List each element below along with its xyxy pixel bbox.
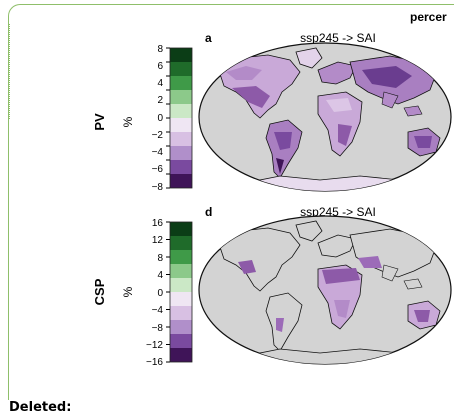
unit-label-pv: %	[121, 116, 135, 127]
comment-connector-line	[0, 24, 10, 119]
panel-pv: a ssp245 -> SAI	[92, 31, 452, 193]
panel-letter-d: d	[205, 205, 212, 219]
header-text: percer	[410, 10, 447, 24]
tick-label: 12	[152, 235, 164, 246]
unit-label-csp: %	[121, 286, 135, 297]
tick-label: 4	[157, 270, 163, 281]
change-tracking-frame	[8, 4, 454, 400]
tick-label: −12	[146, 340, 163, 351]
colorbar-csp	[169, 221, 193, 363]
tick-label: −8	[152, 323, 164, 334]
tick-label: 2	[157, 95, 163, 106]
tick-label: 6	[157, 61, 163, 72]
tick-label: 4	[157, 78, 163, 89]
world-map-csp	[198, 215, 452, 365]
tick-label: −16	[146, 357, 163, 368]
world-map-pv	[198, 42, 452, 192]
colorbar-pv-ticks: 8 6 4 2 0 −2 −4 −6 −8	[152, 44, 170, 193]
panel-csp: d ssp245 -> SAI 16 12	[92, 205, 452, 368]
tick-label: 0	[157, 288, 163, 299]
tick-label: 8	[157, 253, 163, 264]
tick-label: −8	[152, 182, 164, 193]
deleted-label: Deleted:	[9, 400, 72, 415]
tick-label: −6	[152, 164, 164, 175]
tick-label: 0	[157, 113, 163, 124]
colorbar-pv-bands	[169, 47, 193, 189]
tick-label: −2	[152, 130, 164, 141]
panel-letter-a: a	[205, 31, 212, 45]
panel-title-pv: ssp245 -> SAI	[300, 31, 376, 45]
tick-label: −4	[152, 305, 164, 316]
colorbar-csp-ticks: 16 12 8 4 0 −4 −8 −12 −16	[146, 218, 170, 368]
tick-label: 16	[152, 218, 164, 229]
variable-label-pv: PV	[92, 113, 107, 131]
tick-label: −4	[152, 147, 164, 158]
tick-label: 8	[157, 44, 163, 55]
variable-label-csp: CSP	[92, 278, 107, 305]
